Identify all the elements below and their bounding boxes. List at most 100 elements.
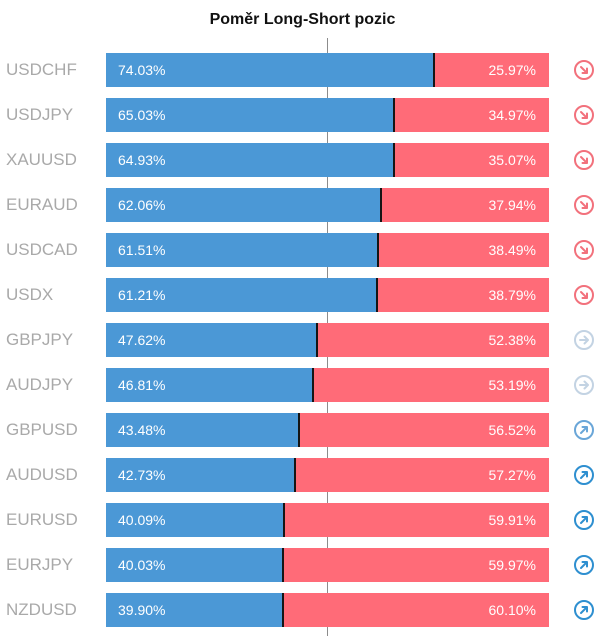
bar-divider <box>312 368 314 402</box>
bar-row: USDJPY 65.03% 34.97% <box>0 98 605 132</box>
long-percent-label: 46.81% <box>118 377 166 393</box>
symbol-label: EURUSD <box>6 510 78 529</box>
short-bar: 62.06% 37.94% <box>106 188 549 222</box>
bar-row: AUDJPY 46.81% 53.19% <box>0 368 605 402</box>
short-percent-label: 60.10% <box>488 602 536 618</box>
long-percent-label: 39.90% <box>118 602 166 618</box>
long-percent-label: 61.51% <box>118 242 166 258</box>
long-percent-label: 43.48% <box>118 422 166 438</box>
bar-row: GBPJPY 47.62% 52.38% <box>0 323 605 357</box>
bar-row: EURJPY 40.03% 59.97% <box>0 548 605 582</box>
short-bar: 47.62% 52.38% <box>106 323 549 357</box>
short-percent-label: 38.49% <box>488 242 536 258</box>
short-percent-label: 34.97% <box>488 107 536 123</box>
long-bar <box>106 413 299 447</box>
long-bar <box>106 548 283 582</box>
arrow-down-right-icon <box>574 60 594 80</box>
short-percent-label: 53.19% <box>488 377 536 393</box>
bar-row: AUDUSD 42.73% 57.27% <box>0 458 605 492</box>
long-percent-label: 62.06% <box>118 197 166 213</box>
long-bar <box>106 278 377 312</box>
chart-title: Poměr Long-Short pozic <box>209 11 396 28</box>
arrow-down-right-icon <box>574 195 594 215</box>
bar-divider <box>282 593 284 627</box>
symbol-label: USDJPY <box>6 105 74 124</box>
long-bar <box>106 98 394 132</box>
arrow-down-right-icon <box>574 150 594 170</box>
symbol-label: AUDUSD <box>6 465 78 484</box>
short-bar: 46.81% 53.19% <box>106 368 549 402</box>
long-bar <box>106 323 317 357</box>
arrow-up-right-icon <box>574 510 594 530</box>
short-percent-label: 25.97% <box>488 62 536 78</box>
long-percent-label: 42.73% <box>118 467 166 483</box>
long-bar <box>106 593 283 627</box>
short-bar: 61.51% 38.49% <box>106 233 549 267</box>
arrow-down-right-icon <box>574 105 594 125</box>
bar-divider <box>393 143 395 177</box>
short-bar: 40.09% 59.91% <box>106 503 549 537</box>
long-bar <box>106 503 284 537</box>
symbol-label: EURAUD <box>6 195 78 214</box>
bar-row: USDX 61.21% 38.79% <box>0 278 605 312</box>
bar-divider <box>393 98 395 132</box>
arrow-right-icon <box>574 375 594 395</box>
symbol-label: GBPUSD <box>6 420 78 439</box>
bar-divider <box>316 323 318 357</box>
long-percent-label: 40.09% <box>118 512 166 528</box>
long-bar <box>106 188 381 222</box>
bar-row: GBPUSD 43.48% 56.52% <box>0 413 605 447</box>
short-percent-label: 57.27% <box>488 467 536 483</box>
arrow-right-icon <box>574 330 594 350</box>
long-bar <box>106 458 295 492</box>
short-percent-label: 59.97% <box>488 557 536 573</box>
long-percent-label: 40.03% <box>118 557 166 573</box>
short-percent-label: 35.07% <box>488 152 536 168</box>
bar-divider <box>282 548 284 582</box>
long-bar <box>106 143 394 177</box>
long-percent-label: 74.03% <box>118 62 166 78</box>
short-bar: 40.03% 59.97% <box>106 548 549 582</box>
bar-row: EURAUD 62.06% 37.94% <box>0 188 605 222</box>
bar-divider <box>283 503 285 537</box>
arrow-up-right-icon <box>574 420 594 440</box>
symbol-label: NZDUSD <box>6 600 77 619</box>
bar-row: NZDUSD 39.90% 60.10% <box>0 593 605 627</box>
bar-row: USDCAD 61.51% 38.49% <box>0 233 605 267</box>
short-percent-label: 37.94% <box>488 197 536 213</box>
symbol-label: USDX <box>6 285 54 304</box>
symbol-label: GBPJPY <box>6 330 74 349</box>
arrow-up-right-icon <box>574 465 594 485</box>
bar-divider <box>376 278 378 312</box>
bar-divider <box>380 188 382 222</box>
long-percent-label: 47.62% <box>118 332 166 348</box>
long-percent-label: 61.21% <box>118 287 166 303</box>
long-bar <box>106 368 313 402</box>
symbol-label: USDCHF <box>6 60 77 79</box>
arrow-up-right-icon <box>574 600 594 620</box>
symbol-label: XAUUSD <box>6 150 77 169</box>
bar-divider <box>294 458 296 492</box>
long-bar <box>106 53 434 87</box>
short-bar: 65.03% 34.97% <box>106 98 549 132</box>
bar-row: USDCHF 74.03% 25.97% <box>0 53 605 87</box>
short-percent-label: 52.38% <box>488 332 536 348</box>
arrow-down-right-icon <box>574 285 594 305</box>
arrow-down-right-icon <box>574 240 594 260</box>
short-percent-label: 56.52% <box>488 422 536 438</box>
arrow-up-right-icon <box>574 555 594 575</box>
long-bar <box>106 233 378 267</box>
short-bar: 42.73% 57.27% <box>106 458 549 492</box>
short-bar: 43.48% 56.52% <box>106 413 549 447</box>
long-percent-label: 65.03% <box>118 107 166 123</box>
short-percent-label: 38.79% <box>488 287 536 303</box>
short-bar: 74.03% 25.97% <box>106 53 549 87</box>
symbol-label: EURJPY <box>6 555 74 574</box>
short-bar: 39.90% 60.10% <box>106 593 549 627</box>
short-bar: 61.21% 38.79% <box>106 278 549 312</box>
bar-divider <box>433 53 435 87</box>
symbol-label: USDCAD <box>6 240 78 259</box>
short-bar: 64.93% 35.07% <box>106 143 549 177</box>
long-percent-label: 64.93% <box>118 152 166 168</box>
bar-divider <box>377 233 379 267</box>
